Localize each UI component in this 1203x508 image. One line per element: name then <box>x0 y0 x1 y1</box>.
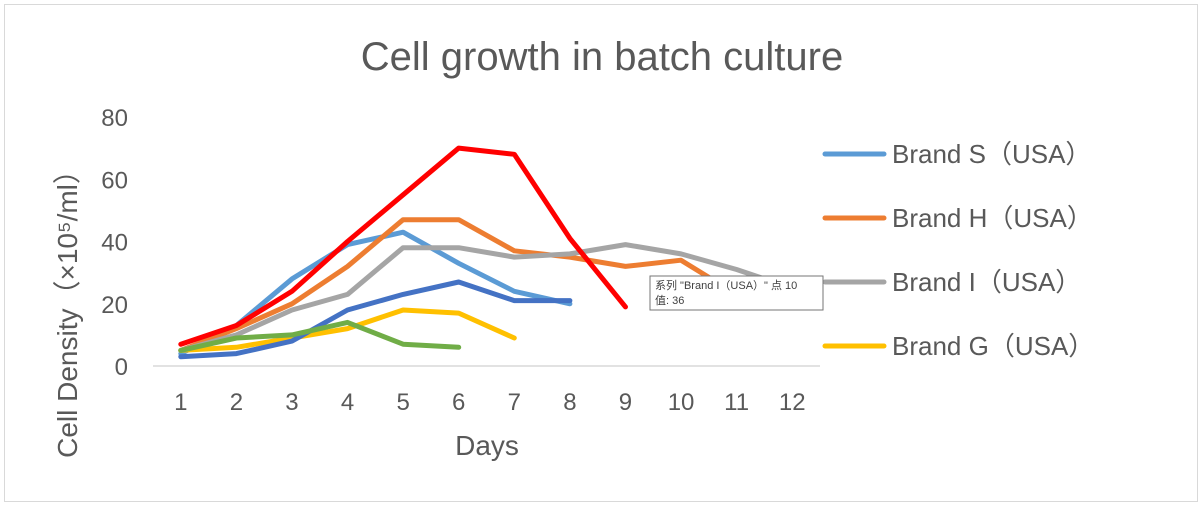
series-line-4[interactable] <box>178 279 573 360</box>
y-axis-title-group: Cell Density（×10⁵/ml） <box>52 156 83 458</box>
x-tick-label: 9 <box>619 389 632 416</box>
x-tick-label: 5 <box>396 389 409 416</box>
x-tick-label: 3 <box>285 389 298 416</box>
y-tick-label: 40 <box>101 230 128 257</box>
series-line-3[interactable] <box>178 307 517 353</box>
legend-label: Brand S（USA） <box>892 139 1091 169</box>
series-lines <box>178 145 795 360</box>
x-tick-label: 6 <box>452 389 465 416</box>
series-line-6[interactable] <box>178 145 628 347</box>
x-tick-label: 1 <box>174 389 187 416</box>
x-tick-label: 8 <box>563 389 576 416</box>
x-tick-label: 4 <box>341 389 354 416</box>
chart-frame <box>4 4 1198 502</box>
y-tick-label: 60 <box>101 167 128 194</box>
legend-label: Brand H（USA） <box>892 203 1093 233</box>
y-axis-title: Cell Density（×10⁵/ml） <box>52 156 83 458</box>
series-line-2[interactable] <box>178 242 795 353</box>
legend-label: Brand I（USA） <box>892 267 1081 297</box>
legend: Brand S（USA） Brand H（USA） Brand I（USA） Bran… <box>822 139 1094 361</box>
series-line-1[interactable] <box>178 217 740 353</box>
x-tick-label: 11 <box>724 389 749 416</box>
y-tick-label: 20 <box>101 292 128 319</box>
series-line-5[interactable] <box>178 319 462 353</box>
x-tick-labels: 1 2 3 4 5 6 7 8 9 10 11 12 <box>174 389 805 416</box>
x-tick-label: 7 <box>508 389 521 416</box>
tooltip: 系列 "Brand I（USA）" 点 10 值: 36 <box>649 275 824 311</box>
x-axis-title: Days <box>455 430 519 461</box>
chart-title: Cell growth in batch culture <box>361 35 843 79</box>
x-tick-label: 2 <box>230 389 243 416</box>
y-tick-label: 80 <box>101 105 128 132</box>
x-tick-label: 12 <box>779 389 806 416</box>
tooltip-box <box>649 275 824 311</box>
legend-label: Brand G（USA） <box>892 331 1094 361</box>
x-tick-label: 10 <box>668 389 695 416</box>
y-tick-labels: 0 20 40 60 80 <box>101 105 128 381</box>
tooltip-line-1: 系列 "Brand I（USA）" 点 10 <box>655 278 797 292</box>
y-tick-label: 0 <box>115 354 128 381</box>
tooltip-line-2: 值: 36 <box>655 294 684 307</box>
